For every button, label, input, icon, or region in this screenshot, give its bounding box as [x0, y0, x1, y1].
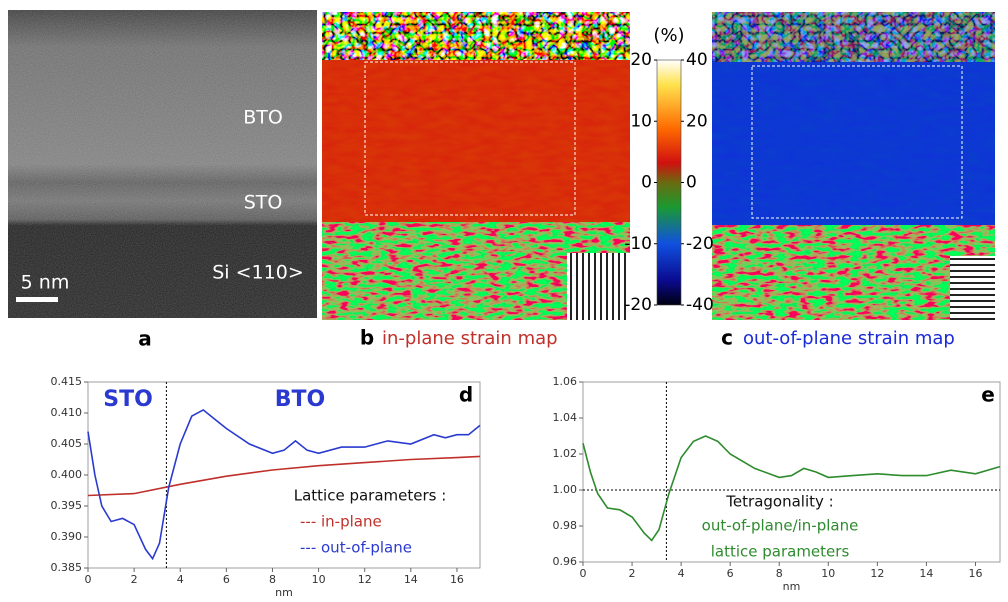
panel-letter: b — [360, 326, 374, 350]
map-texture — [712, 12, 995, 62]
panel-c: c out-of-plane strain map — [712, 12, 995, 350]
x-tick-label: 2 — [131, 573, 138, 586]
stripe-inset — [567, 253, 630, 320]
colorbar-tick-label: 20 — [630, 50, 652, 70]
colorbar-gradient — [657, 60, 681, 305]
x-axis-label: nm — [275, 586, 293, 599]
x-tick-label: 16 — [450, 573, 464, 586]
colorbar-tick-label: -10 — [624, 234, 652, 254]
chart-letter: d — [459, 383, 473, 407]
annotation: BTO — [275, 387, 325, 412]
x-tick-label: 4 — [678, 567, 685, 580]
colorbar: (%) — [653, 25, 684, 305]
x-tick-label: 14 — [919, 567, 933, 580]
x-tick-label: 12 — [358, 573, 372, 586]
panel-letter: c — [721, 326, 733, 350]
x-tick-label: 4 — [177, 573, 184, 586]
scale-bar — [16, 297, 58, 302]
chart-letter: e — [981, 383, 995, 407]
map-texture — [322, 12, 630, 60]
x-tick-label: 2 — [629, 567, 636, 580]
layer-label: Si <110> — [212, 262, 303, 284]
colorbar-tick-label: -40 — [686, 295, 714, 315]
panel-caption: in-plane strain map — [382, 328, 558, 349]
annotation: STO — [103, 387, 153, 412]
y-tick-label: 0.395 — [51, 499, 83, 512]
x-axis-label: nm — [783, 580, 801, 593]
y-tick-label: 0.405 — [51, 437, 83, 450]
data-line — [88, 410, 480, 559]
y-tick-label: 0.415 — [51, 375, 83, 388]
colorbar-tick-label: 0 — [686, 173, 697, 193]
y-tick-label: 1.04 — [553, 411, 578, 424]
x-tick-label: 10 — [821, 567, 835, 580]
colorbar-tick-label: 10 — [630, 111, 652, 131]
colorbar-tick-label: 20 — [686, 111, 708, 131]
legend-entry: --- out-of-plane — [300, 539, 412, 557]
annotation: Tetragonality : — [725, 493, 833, 511]
annotation: lattice parameters — [711, 543, 850, 561]
x-tick-label: 8 — [269, 573, 276, 586]
panel-caption: out-of-plane strain map — [743, 328, 955, 349]
x-tick-label: 0 — [85, 573, 92, 586]
y-tick-label: 1.00 — [553, 483, 578, 496]
scale-bar-label: 5 nm — [21, 272, 70, 294]
y-tick-label: 0.410 — [51, 406, 83, 419]
annotation: out-of-plane/in-plane — [702, 517, 859, 535]
x-tick-label: 6 — [727, 567, 734, 580]
legend-title: Lattice parameters : — [294, 487, 447, 505]
layer-label: BTO — [243, 107, 283, 129]
y-tick-label: 1.02 — [553, 447, 578, 460]
colorbar-tick-label: -20 — [686, 234, 714, 254]
x-tick-label: 8 — [776, 567, 783, 580]
y-tick-label: 0.390 — [51, 530, 83, 543]
x-tick-label: 10 — [312, 573, 326, 586]
x-tick-label: 12 — [870, 567, 884, 580]
colorbar-unit: (%) — [653, 25, 684, 46]
layer-label: STO — [244, 192, 283, 214]
y-tick-label: 0.98 — [553, 519, 578, 532]
x-tick-label: 0 — [580, 567, 587, 580]
y-tick-label: 0.96 — [553, 555, 578, 568]
y-tick-label: 0.385 — [51, 561, 83, 574]
colorbar-tick-label: 0 — [641, 173, 652, 193]
colorbar-tick-label: -20 — [624, 295, 652, 315]
x-tick-label: 6 — [223, 573, 230, 586]
x-tick-label: 14 — [404, 573, 418, 586]
x-tick-label: 16 — [968, 567, 982, 580]
panel-letter: a — [138, 327, 152, 351]
y-tick-label: 0.400 — [51, 468, 83, 481]
y-tick-label: 1.06 — [553, 375, 578, 388]
panel-a: BTO STO Si <110> 5 nm a — [8, 10, 317, 351]
legend-entry: --- in-plane — [300, 513, 382, 531]
panel-b: b in-plane strain map — [322, 12, 630, 350]
figure: BTO STO Si <110> 5 nm a b in-plane strai… — [0, 0, 1008, 602]
stripe-inset — [950, 256, 995, 320]
colorbar-tick-label: 40 — [686, 50, 708, 70]
